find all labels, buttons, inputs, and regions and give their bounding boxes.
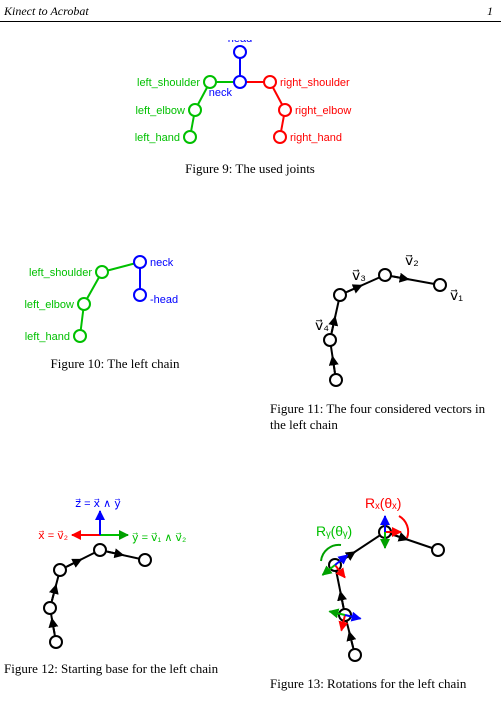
svg-text:v⃗₄: v⃗₄ <box>315 317 329 333</box>
svg-text:right_hand: right_hand <box>290 132 342 144</box>
figure-11-caption: Figure 11: The four considered vectors i… <box>270 401 500 433</box>
svg-text:head: head <box>228 40 252 45</box>
header-right: 1 <box>487 4 493 19</box>
svg-text:v⃗₁: v⃗₁ <box>450 287 463 303</box>
figure-12-caption: Figure 12: Starting base for the left ch… <box>0 661 220 677</box>
svg-text:right_shoulder: right_shoulder <box>280 77 350 89</box>
svg-text:y⃗ = v⃗₁ ∧ v⃗₂: y⃗ = v⃗₁ ∧ v⃗₂ <box>132 532 186 544</box>
svg-text:left_shoulder: left_shoulder <box>29 267 92 279</box>
figure-13-caption: Figure 13: Rotations for the left chain <box>270 676 500 692</box>
svg-text:neck: neck <box>209 87 233 99</box>
svg-text:Rₓ(θₓ): Rₓ(θₓ) <box>365 495 401 511</box>
svg-text:left_hand: left_hand <box>25 331 70 343</box>
figure-9: head neck left_shoulder left_elbow left_hand… <box>120 40 380 177</box>
svg-text:Rᵧ(θᵧ): Rᵧ(θᵧ) <box>316 523 352 539</box>
svg-text:z⃗ = x⃗ ∧ y⃗: z⃗ = x⃗ ∧ y⃗ <box>75 498 121 510</box>
svg-text:-head: -head <box>150 294 178 306</box>
figure-10: neck -head left_shoulder left_elbow left_han… <box>10 250 220 372</box>
figure-11: v⃗₁ v⃗₂ v⃗₃ v⃗₄ Figure 11: The four conside… <box>270 255 500 433</box>
page-header: Kinect to Acrobat 1 <box>0 0 501 22</box>
header-left: Kinect to Acrobat <box>4 4 89 19</box>
svg-text:x⃗ = v⃗₂: x⃗ = v⃗₂ <box>38 530 68 542</box>
svg-text:left_elbow: left_elbow <box>24 299 74 311</box>
figure-10-caption: Figure 10: The left chain <box>10 356 220 372</box>
svg-text:v⃗₂: v⃗₂ <box>405 255 419 268</box>
svg-text:left_hand: left_hand <box>135 132 180 144</box>
svg-text:left_elbow: left_elbow <box>135 105 185 117</box>
svg-text:neck: neck <box>150 257 174 269</box>
svg-text:v⃗₃: v⃗₃ <box>352 267 366 283</box>
svg-text:left_shoulder: left_shoulder <box>137 77 200 89</box>
figure-9-caption: Figure 9: The used joints <box>120 161 380 177</box>
svg-text:right_elbow: right_elbow <box>295 105 351 117</box>
figure-12: x⃗ = v⃗₂ y⃗ = v⃗₁ ∧ v⃗₂ z⃗ = x⃗ ∧ y⃗ Figur… <box>0 490 220 677</box>
figure-13: Rₓ(θₓ) Rᵧ(θᵧ) Figure 13: Rotations for th… <box>270 490 500 692</box>
